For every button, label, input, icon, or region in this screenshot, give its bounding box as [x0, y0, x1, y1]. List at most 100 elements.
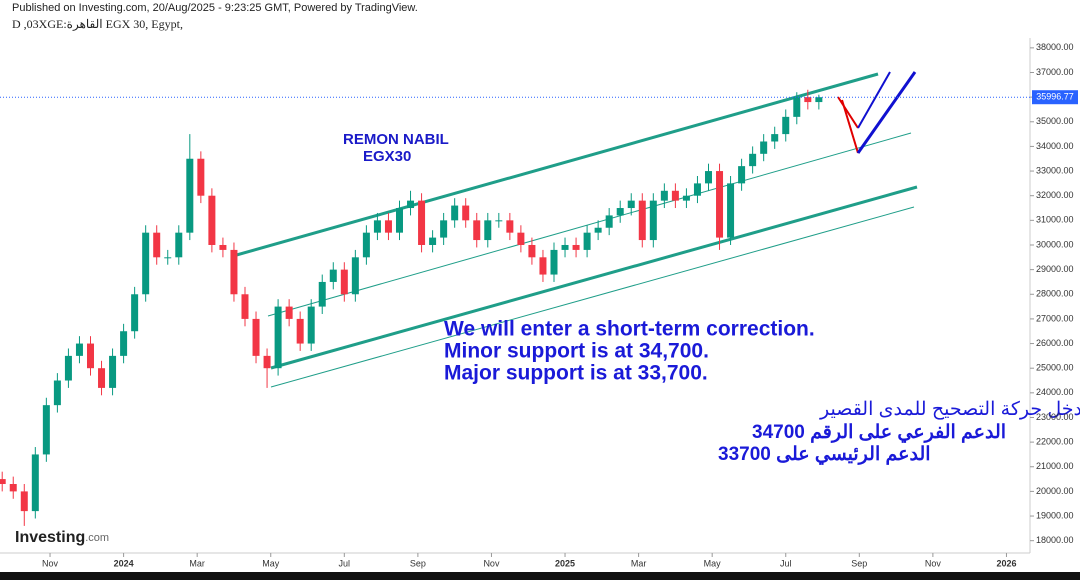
candle-body — [517, 232, 525, 245]
candle-body — [86, 343, 94, 369]
annotation-en: Minor support is at 34,700. — [444, 340, 709, 363]
candle-body — [738, 166, 746, 184]
annotation-ar: سوف ندخل حركة التصحيح للمدى القصير — [819, 399, 1080, 420]
candle-body — [263, 355, 271, 369]
y-tick-label: 31000.00 — [1036, 215, 1074, 225]
candle-body — [153, 232, 161, 258]
x-tick-label: Nov — [483, 558, 500, 568]
x-tick-label: Mar — [631, 558, 647, 568]
x-tick-label: Mar — [189, 558, 205, 568]
candle-body — [252, 318, 260, 356]
candle-body — [53, 380, 61, 406]
y-tick-label: 28000.00 — [1036, 289, 1074, 299]
candle-body — [351, 257, 359, 295]
y-tick-label: 24000.00 — [1036, 387, 1074, 397]
y-tick-label: 35000.00 — [1036, 116, 1074, 126]
x-tick-label: Sep — [851, 558, 867, 568]
candle-body — [649, 200, 657, 241]
y-tick-label: 21000.00 — [1036, 461, 1074, 471]
annotation-en: We will enter a short-term correction. — [444, 318, 815, 341]
candle-body — [219, 244, 227, 250]
projection-red — [837, 96, 859, 129]
candle-body — [627, 200, 635, 209]
y-tick-label: 27000.00 — [1036, 313, 1074, 323]
projection-blue — [857, 71, 891, 129]
candle-body — [362, 232, 370, 258]
x-tick-label: 2026 — [996, 558, 1016, 568]
y-tick-label: 20000.00 — [1036, 486, 1074, 496]
x-tick-label: May — [704, 558, 722, 568]
candle-body — [9, 484, 17, 492]
price-tag — [1032, 90, 1078, 105]
candle-body — [638, 200, 646, 241]
y-tick-label: 23000.00 — [1036, 412, 1074, 422]
y-tick-label: 32000.00 — [1036, 190, 1074, 200]
y-tick-label: 19000.00 — [1036, 510, 1074, 520]
candle-body — [109, 355, 117, 388]
y-tick-label: 26000.00 — [1036, 338, 1074, 348]
symbol: EGX30 — [363, 148, 411, 165]
header: Published on Investing.com, 20/Aug/2025 … — [12, 2, 418, 14]
annotation-ar: الدعم الرئيسي على 33700 — [718, 444, 931, 466]
candle-body — [31, 454, 39, 512]
candle-body — [782, 116, 790, 135]
candle-body — [561, 244, 569, 250]
candle-body — [98, 368, 106, 388]
candle-body — [693, 183, 701, 196]
y-tick-label: 34000.00 — [1036, 141, 1074, 151]
x-tick-label: May — [262, 558, 280, 568]
x-tick-label: Jul — [339, 558, 351, 568]
candle-body — [804, 97, 812, 103]
price-tag-label: 35996.77 — [1036, 92, 1074, 102]
candle-body — [671, 190, 679, 201]
logo: Investing.com — [15, 529, 109, 546]
candle-body — [749, 153, 757, 167]
candle-body — [329, 269, 337, 282]
candle-body — [815, 97, 823, 103]
candle-body — [704, 171, 712, 184]
candle-body — [418, 200, 426, 245]
candle-body — [75, 343, 83, 356]
candle-body — [793, 97, 801, 117]
y-tick-label: 37000.00 — [1036, 67, 1074, 77]
candle-body — [285, 306, 293, 319]
candle-body — [616, 208, 624, 216]
candle-body — [395, 208, 403, 233]
candle-body — [572, 244, 580, 250]
candle-body — [274, 306, 282, 369]
projection-red — [841, 99, 859, 154]
candle-body — [506, 220, 514, 233]
candle-body — [716, 171, 724, 238]
y-tick-label: 30000.00 — [1036, 239, 1074, 249]
candle-body — [131, 294, 139, 332]
projection-blue — [856, 71, 917, 154]
candle-body — [429, 237, 437, 245]
annotation-ar: الدعم الفرعي على الرقم 34700 — [752, 422, 1006, 444]
candle-body — [186, 158, 194, 233]
x-tick-label: 2025 — [555, 558, 575, 568]
channel-top — [232, 72, 879, 258]
candle-body — [660, 190, 668, 201]
candle-body — [484, 220, 492, 241]
y-tick-label: 18000.00 — [1036, 535, 1074, 545]
bottom-bar — [0, 572, 1080, 580]
candle-body — [727, 183, 735, 238]
candle-body — [0, 479, 6, 485]
candle-body — [142, 232, 150, 295]
candle-body — [175, 232, 183, 258]
candle-body — [440, 220, 448, 238]
author: REMON NABIL — [343, 131, 449, 148]
candle-body — [473, 220, 481, 241]
candle-body — [241, 294, 249, 319]
candle-body — [20, 491, 28, 512]
candle-body — [197, 158, 205, 196]
candle-body — [495, 220, 503, 222]
candle-body — [407, 200, 415, 209]
candle-body — [594, 227, 602, 233]
candle-body — [462, 205, 470, 221]
candle-body — [451, 205, 459, 221]
candle-body — [208, 195, 216, 245]
candle-body — [771, 134, 779, 142]
candle-body — [120, 331, 128, 356]
